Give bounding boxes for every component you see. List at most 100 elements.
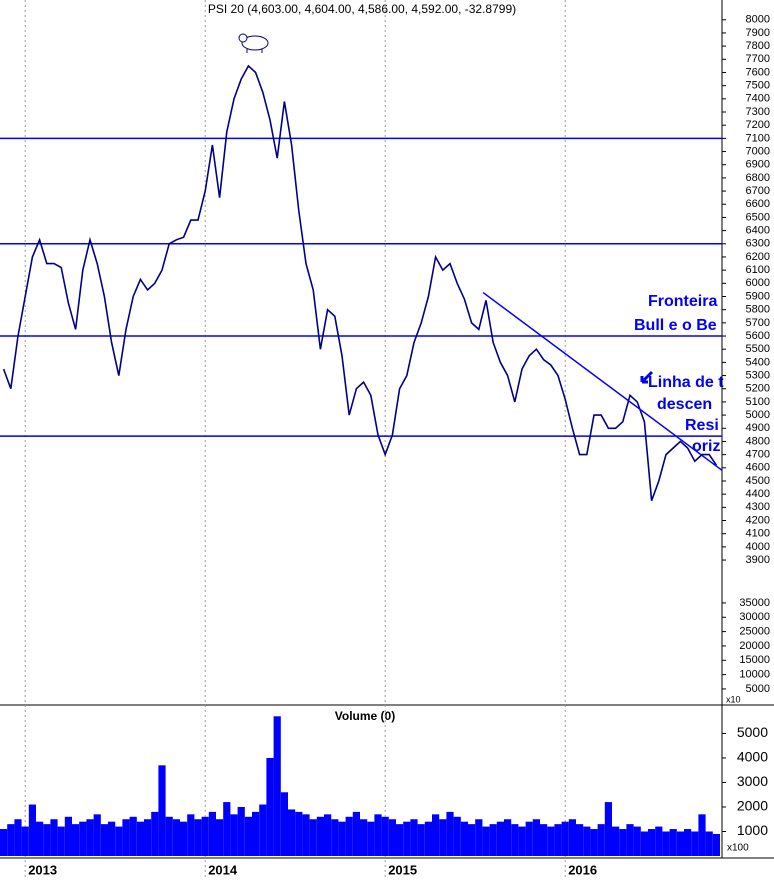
y-tick-label: 5200: [746, 383, 770, 395]
volume-bar: [28, 804, 36, 856]
annotation: Bull e o Be: [634, 317, 717, 334]
volume-y-tick-label: 5000: [737, 724, 768, 740]
volume-bar: [115, 826, 123, 856]
volume-bar: [43, 824, 51, 856]
volume-bar: [446, 811, 454, 856]
volume-bar: [129, 816, 137, 856]
volume-bar: [410, 819, 418, 856]
volume-y-tick-label: 2000: [737, 798, 768, 814]
volume-bar: [331, 819, 339, 856]
volume-bar: [165, 816, 173, 856]
x-tick-label: 2016: [568, 862, 597, 877]
volume-bar: [79, 821, 87, 856]
volume-bar: [561, 821, 569, 856]
volume-bar: [187, 814, 195, 856]
volume-bar: [554, 824, 562, 856]
volume-bar: [597, 824, 605, 856]
volume-bar: [540, 824, 548, 856]
y2-tick-label: 25000: [739, 626, 770, 638]
volume-bar: [547, 826, 555, 856]
y-tick-label: 4600: [746, 462, 770, 474]
annotation: Fronteira: [648, 293, 717, 310]
volume-bar: [662, 831, 670, 856]
volume-bar: [468, 824, 476, 856]
y-tick-label: 4400: [746, 488, 770, 500]
x-tick-label: 2013: [28, 862, 57, 877]
volume-bar: [36, 821, 44, 856]
y-tick-label: 4300: [746, 501, 770, 513]
y-tick-label: 4700: [746, 449, 770, 461]
volume-bar: [230, 814, 238, 856]
volume-bar: [108, 821, 116, 856]
y-tick-label: 5700: [746, 317, 770, 329]
volume-bar: [475, 819, 483, 856]
volume-bar: [576, 824, 584, 856]
volume-bar: [14, 819, 22, 856]
volume-bar: [252, 811, 260, 856]
y-tick-label: 5300: [746, 369, 770, 381]
volume-bar: [316, 816, 324, 856]
y-tick-label: 3900: [746, 554, 770, 566]
y-tick-label: 4200: [746, 514, 770, 526]
volume-bar: [453, 816, 461, 856]
volume-bar: [669, 829, 677, 856]
volume-bar: [511, 824, 519, 856]
volume-bar: [151, 811, 159, 856]
volume-bar: [57, 826, 65, 856]
volume-bar: [655, 826, 663, 856]
price-line: [2, 64, 718, 501]
y-tick-label: 6100: [746, 264, 770, 276]
volume-bar: [633, 826, 641, 856]
annotation: oriz: [692, 438, 720, 455]
volume-bar: [194, 819, 202, 856]
volume-bar: [180, 821, 188, 856]
volume-bar: [640, 831, 648, 856]
volume-bar: [237, 806, 245, 856]
y2-tick-label: 35000: [739, 597, 770, 609]
volume-bar: [626, 824, 634, 856]
volume-bar: [201, 816, 209, 856]
volume-bar: [158, 765, 166, 856]
y-tick-label: 7600: [746, 66, 770, 78]
y-tick-label: 4000: [746, 541, 770, 553]
y-tick-label: 6300: [746, 238, 770, 250]
y-tick-label: 4100: [746, 528, 770, 540]
volume-multiplier: x100: [727, 843, 749, 854]
volume-bar: [266, 757, 274, 856]
volume-bar: [424, 821, 432, 856]
volume-bar: [612, 826, 620, 856]
y-tick-label: 7800: [746, 40, 770, 52]
volume-bar: [50, 819, 58, 856]
y2-tick-label: 30000: [739, 611, 770, 623]
x-tick-label: 2014: [208, 862, 238, 877]
volume-bar: [396, 824, 404, 856]
volume-bar: [525, 821, 533, 856]
volume-bar: [460, 821, 468, 856]
y-tick-label: 5900: [746, 290, 770, 302]
x-tick-label: 2015: [388, 862, 417, 877]
y-tick-label: 7000: [746, 145, 770, 157]
volume-bar: [360, 819, 368, 856]
y2-tick-label: 15000: [739, 654, 770, 666]
y-tick-label: 6400: [746, 225, 770, 237]
volume-bar: [374, 814, 382, 856]
y2-tick-label: 5000: [746, 683, 770, 695]
volume-y-tick-label: 3000: [737, 773, 768, 789]
y-tick-label: 6700: [746, 185, 770, 197]
volume-bar: [136, 821, 144, 856]
volume-bar: [691, 831, 699, 856]
annotation: Resi: [685, 417, 719, 434]
volume-bar: [403, 821, 411, 856]
volume-bar: [352, 811, 360, 856]
volume-bar: [288, 809, 296, 856]
y-tick-label: 5000: [746, 409, 770, 421]
volume-bar: [324, 814, 332, 856]
y-tick-label: 6500: [746, 211, 770, 223]
volume-bar: [532, 819, 540, 856]
volume-bar: [367, 821, 375, 856]
volume-bar: [216, 819, 224, 856]
y-tick-label: 5600: [746, 330, 770, 342]
y-tick-label: 6900: [746, 159, 770, 171]
volume-y-tick-label: 4000: [737, 749, 768, 765]
